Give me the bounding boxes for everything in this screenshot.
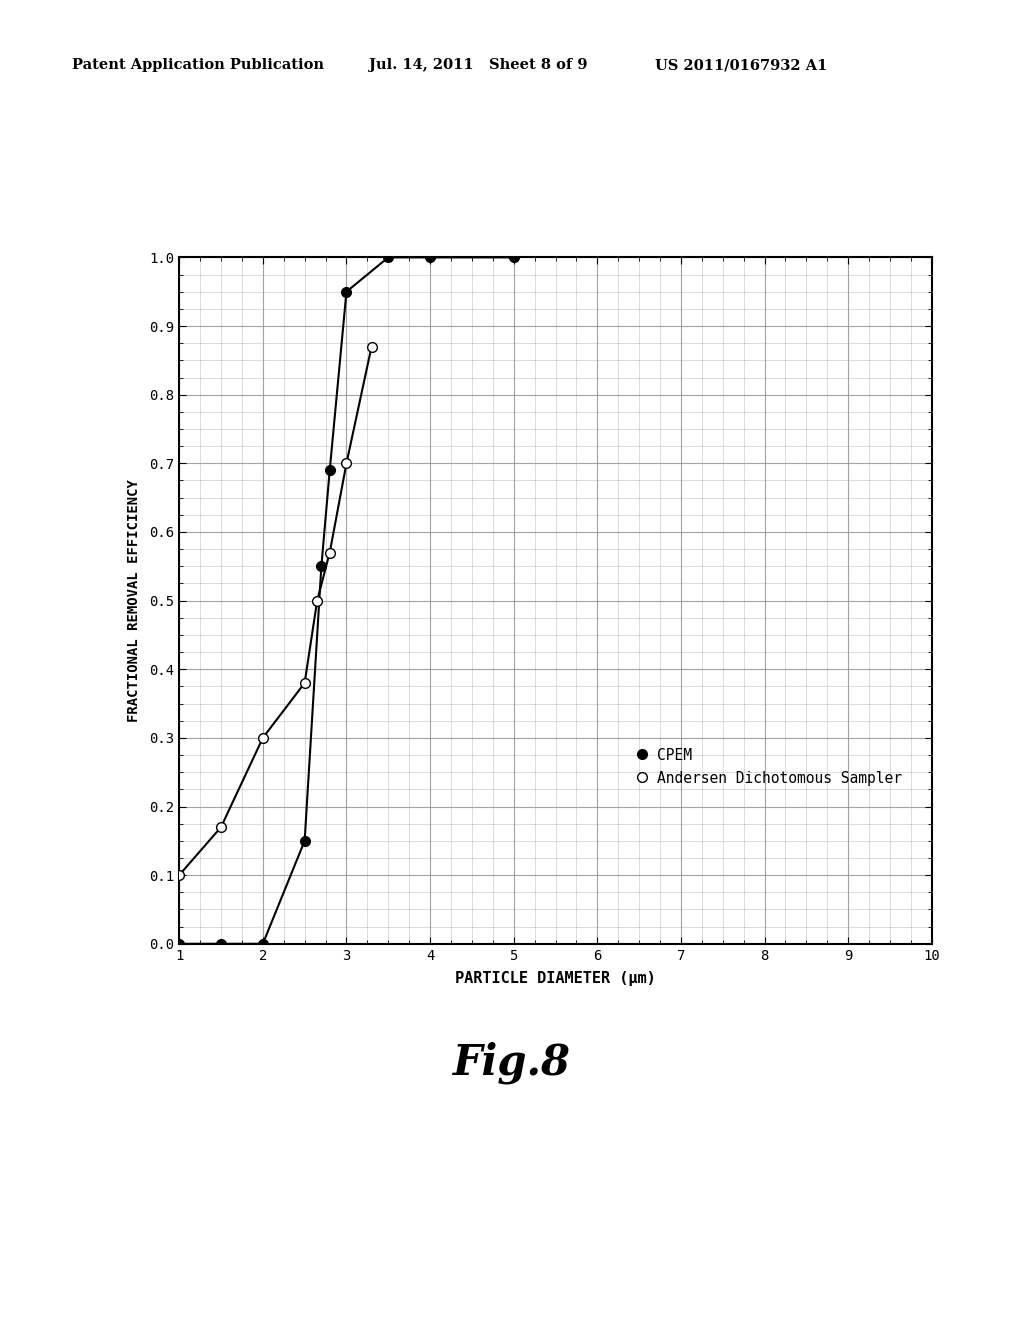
Legend: CPEM, Andersen Dichotomous Sampler: CPEM, Andersen Dichotomous Sampler <box>637 748 902 785</box>
Text: Jul. 14, 2011   Sheet 8 of 9: Jul. 14, 2011 Sheet 8 of 9 <box>369 58 587 73</box>
Text: US 2011/0167932 A1: US 2011/0167932 A1 <box>655 58 827 73</box>
Y-axis label: FRACTIONAL REMOVAL EFFICIENCY: FRACTIONAL REMOVAL EFFICIENCY <box>127 479 141 722</box>
Text: Patent Application Publication: Patent Application Publication <box>72 58 324 73</box>
Text: Fig.8: Fig.8 <box>453 1041 571 1084</box>
X-axis label: PARTICLE DIAMETER (μm): PARTICLE DIAMETER (μm) <box>455 972 656 986</box>
